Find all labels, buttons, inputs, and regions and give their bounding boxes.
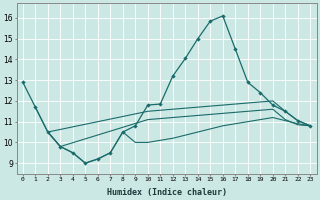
X-axis label: Humidex (Indice chaleur): Humidex (Indice chaleur) (107, 188, 227, 197)
